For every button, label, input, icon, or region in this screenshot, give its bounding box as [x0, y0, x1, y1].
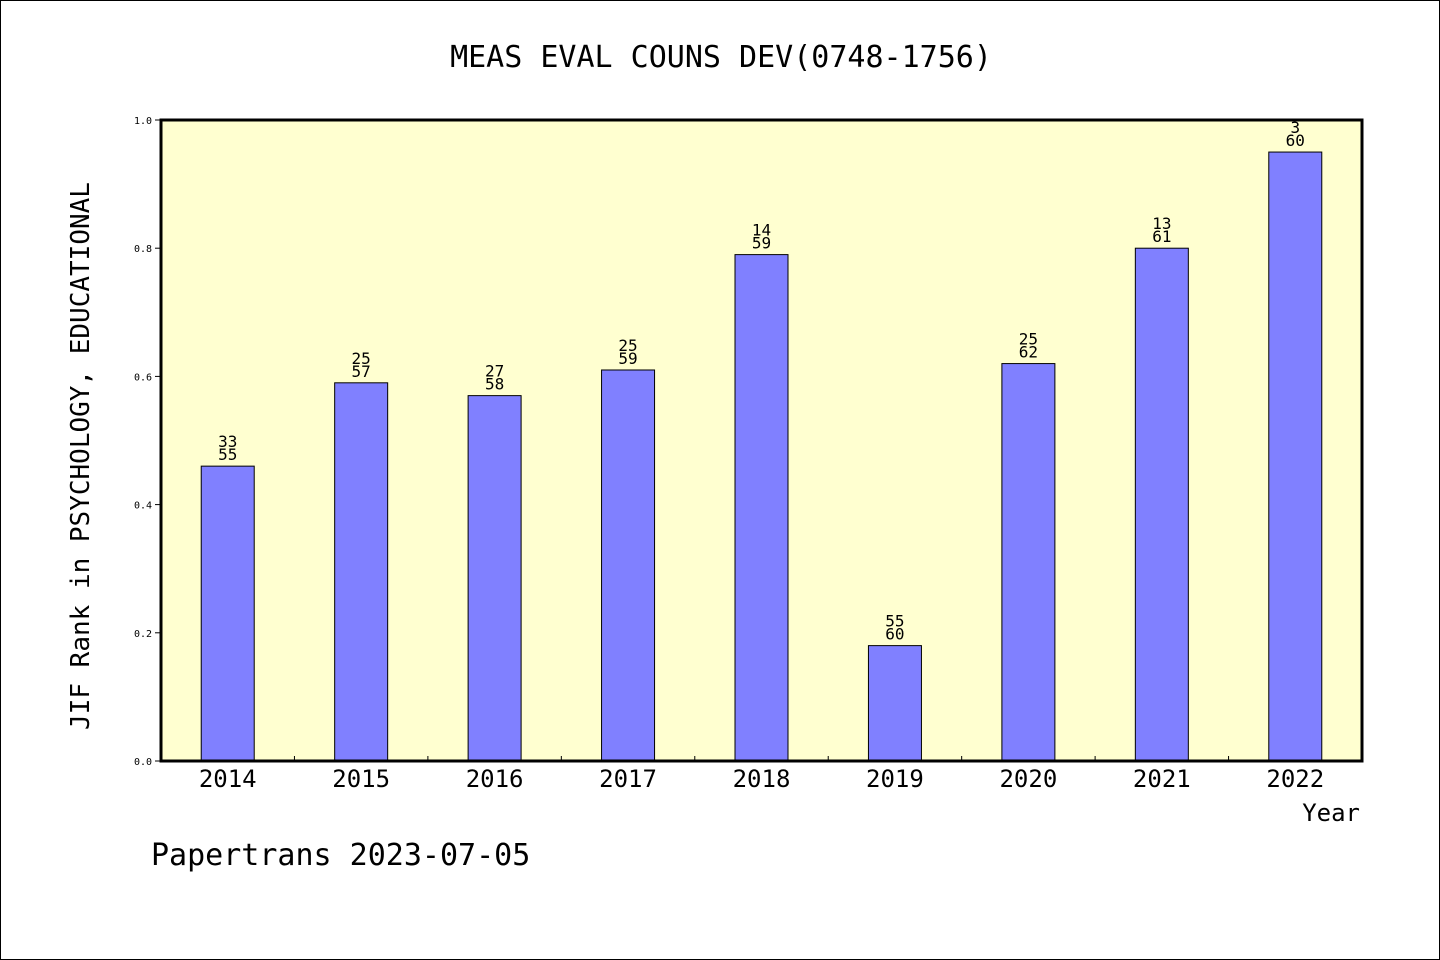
bar-2016 [467, 395, 522, 762]
y-tick-label: 0.4 [134, 501, 152, 512]
rank-label: 55 [885, 612, 904, 631]
rank-label: 13 [1152, 214, 1171, 233]
category-total-label: 61 [1152, 227, 1171, 246]
y-tick-label: 0.6 [134, 372, 152, 383]
plot-border [159, 118, 1364, 763]
category-total-label: 62 [1019, 343, 1038, 362]
category-total-label: 60 [1286, 131, 1305, 150]
x-tick-label: 2018 [733, 765, 791, 793]
x-tick-label: 2016 [466, 765, 524, 793]
chart-title: MEAS EVAL COUNS DEV(0748-1756) [450, 40, 992, 75]
category-total-label: 59 [752, 234, 771, 253]
bar-2018 [734, 254, 789, 762]
y-tick-label: 0.8 [134, 244, 152, 255]
category-total-label: 59 [618, 349, 637, 368]
rank-label: 3 [1290, 118, 1300, 137]
footer-text: Papertrans 2023-07-05 [151, 838, 530, 873]
bar-2022 [1268, 151, 1323, 762]
y-tick-label: 1.0 [134, 116, 152, 127]
x-tick-label: 2015 [332, 765, 390, 793]
x-tick-label: 2022 [1266, 765, 1324, 793]
x-tick-label: 2014 [199, 765, 257, 793]
bar-2017 [601, 369, 656, 762]
x-tick-label: 2019 [866, 765, 924, 793]
y-axis-ticks: 0.0 0.2 0.4 0.6 0.8 1.0 [134, 116, 161, 768]
bar-2021 [1134, 247, 1189, 762]
category-total-label: 57 [352, 362, 371, 381]
rank-label: 25 [1019, 330, 1038, 349]
x-tick-label: 2017 [599, 765, 657, 793]
x-axis-label: Year [1302, 799, 1360, 827]
rank-label: 25 [352, 349, 371, 368]
category-total-label: 58 [485, 375, 504, 394]
bar-2019 [867, 645, 922, 762]
y-tick-label: 0.2 [134, 629, 152, 640]
rank-label: 33 [218, 432, 237, 451]
x-axis-ticks: 2014 2015 2016 2017 2018 2019 2020 2021 2022 [199, 756, 1324, 793]
bar-2015 [334, 382, 389, 762]
category-total-label: 55 [218, 445, 237, 464]
x-tick-label: 2021 [1133, 765, 1191, 793]
x-tick-label: 2020 [999, 765, 1057, 793]
y-tick-label: 0.0 [134, 757, 152, 768]
bars-group [200, 151, 1323, 762]
y-axis-label: JIF Rank in PSYCHOLOGY, EDUCATIONAL [66, 182, 96, 730]
category-total-label: 60 [885, 625, 904, 644]
rank-label: 14 [752, 221, 771, 240]
bar-2020 [1001, 363, 1056, 762]
rank-label: 25 [618, 336, 637, 355]
rank-label: 27 [485, 362, 504, 381]
bar-2014 [200, 465, 255, 762]
